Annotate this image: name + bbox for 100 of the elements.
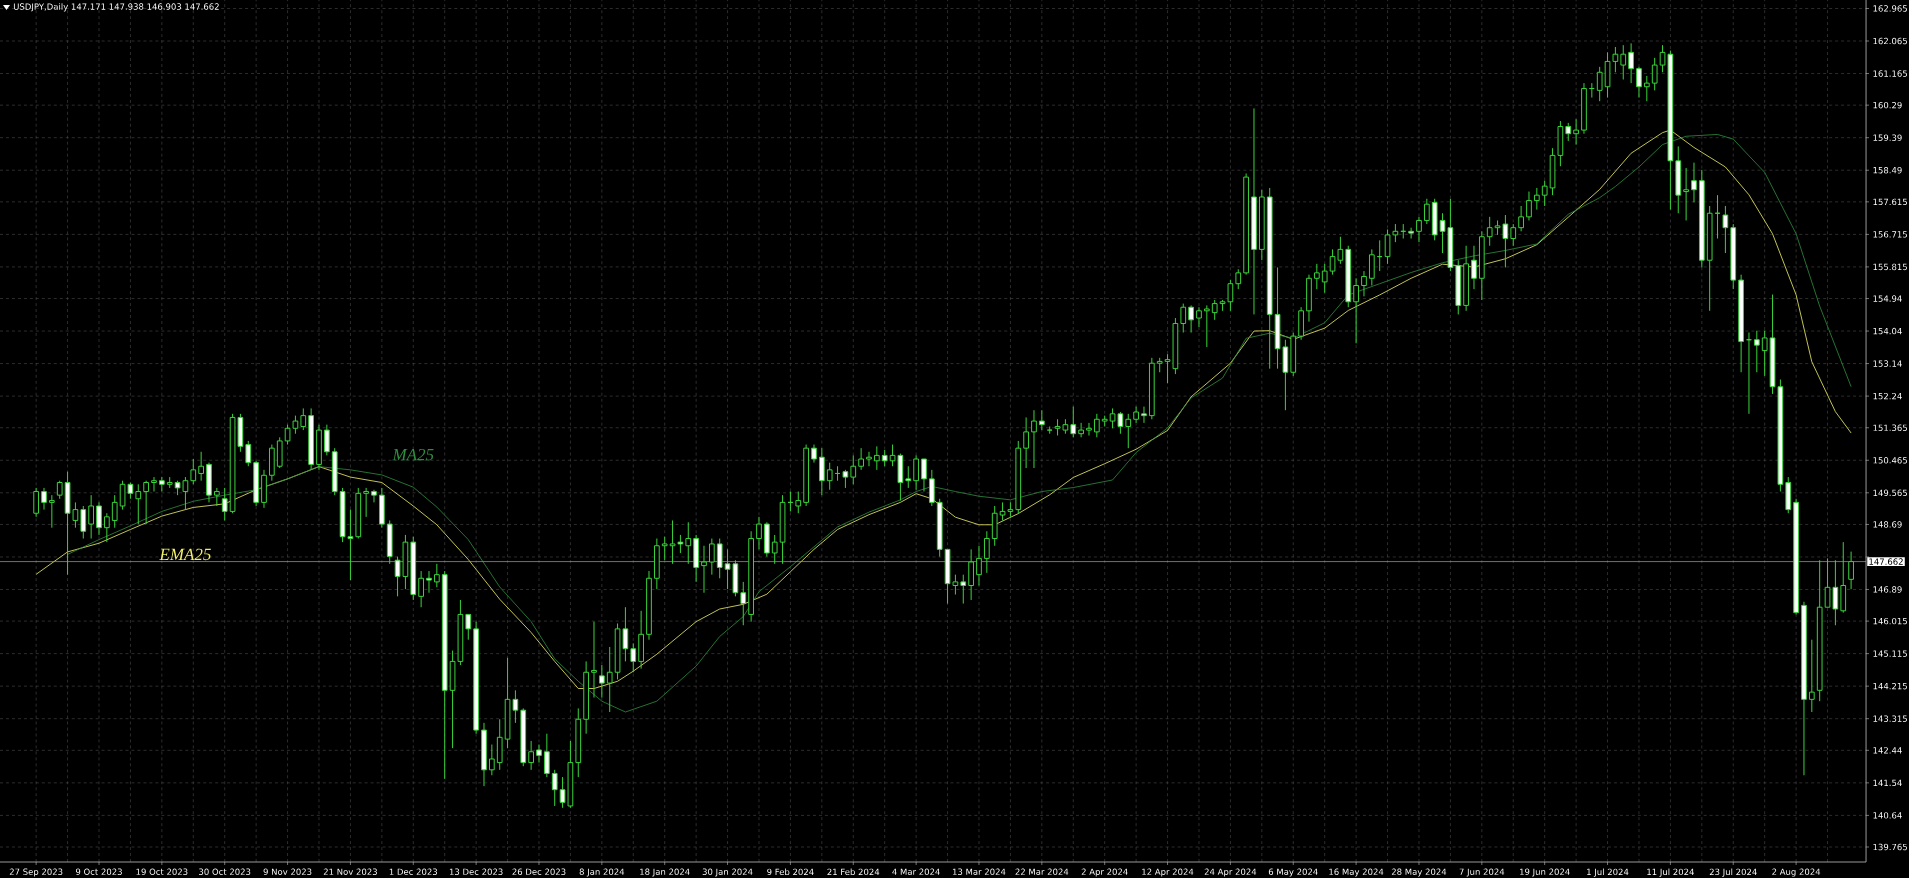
candlestick (756, 516, 762, 550)
candlestick (818, 447, 825, 496)
candlestick (56, 480, 63, 500)
y-tick-label: 144.215 (1873, 682, 1907, 690)
candlestick (771, 534, 778, 565)
candlestick (1141, 406, 1147, 424)
candlestick (701, 545, 707, 594)
x-tick-label: 1 Dec 2023 (389, 868, 438, 875)
x-tick-label: 12 Apr 2024 (1142, 868, 1194, 877)
candlestick (1471, 245, 1477, 290)
y-tick-label: 159.39 (1873, 134, 1902, 141)
y-tick-label: 162.065 (1873, 37, 1907, 45)
candlestick (323, 424, 330, 456)
chart-title: USDJPY,Daily 147.171 147.938 146.903 147.662 (13, 3, 219, 12)
candlestick (190, 458, 197, 485)
candlestick (606, 646, 613, 713)
candlestick (1211, 299, 1218, 321)
candlestick (591, 621, 597, 699)
candlestick (1628, 42, 1634, 84)
y-tick-label: 158.49 (1873, 167, 1902, 174)
candlestick (1761, 330, 1768, 377)
candlestick (1031, 409, 1037, 469)
x-tick-label: 16 May 2024 (1329, 868, 1384, 877)
candlestick (1533, 187, 1540, 211)
candlestick (1125, 413, 1132, 449)
candlestick (1486, 216, 1493, 247)
y-tick-label: 143.315 (1873, 715, 1907, 722)
ref-line-label: 147.662 (1869, 558, 1903, 565)
candlestick (716, 538, 723, 579)
series-label: MA25 (392, 448, 434, 461)
x-tick-label: 28 May 2024 (1391, 868, 1447, 877)
candlestick (1643, 75, 1650, 102)
y-tick-label: 152.24 (1873, 392, 1902, 400)
x-tick-label: 27 Sep 2023 (9, 868, 63, 877)
candlestick (1196, 306, 1202, 328)
candlestick (983, 530, 990, 574)
x-tick-label: 21 Nov 2023 (323, 868, 377, 875)
candlestick (826, 462, 833, 491)
x-tick-label: 19 Jun 2024 (1520, 868, 1570, 877)
y-tick-label: 145.115 (1873, 650, 1907, 657)
y-tick-label: 146.015 (1873, 617, 1907, 625)
x-tick-label: 4 Mar 2024 (892, 868, 940, 875)
candlestick (1722, 205, 1729, 254)
x-tick-label: 30 Jan 2024 (702, 868, 753, 877)
candlestick (143, 480, 149, 525)
x-tick-label: 19 Oct 2023 (136, 868, 188, 875)
candlestick (1038, 409, 1045, 431)
candlestick (905, 465, 912, 489)
y-tick-label: 149.565 (1873, 489, 1907, 497)
candlestick (1526, 191, 1532, 221)
y-tick-label: 148.69 (1873, 521, 1902, 528)
candlestick (88, 494, 94, 540)
x-tick-label: 9 Oct 2023 (75, 868, 122, 875)
candlestick (465, 613, 472, 641)
y-tick-label: 151.365 (1873, 424, 1907, 431)
y-tick-label: 157.615 (1873, 198, 1907, 206)
x-tick-label: 24 Apr 2024 (1204, 868, 1257, 877)
candlestick (1353, 277, 1359, 344)
candlestick (630, 642, 637, 673)
candlestick (842, 469, 849, 489)
y-tick-label: 142.44 (1873, 747, 1902, 754)
candlestick (1093, 413, 1100, 438)
candlestick (928, 469, 935, 507)
x-tick-label: 21 Feb 2024 (827, 868, 880, 876)
candlestick (1636, 66, 1642, 99)
series-label: EMA25 (159, 548, 211, 561)
x-tick-label: 8 Jan 2024 (579, 868, 625, 877)
candlestick (685, 521, 692, 565)
candlestick (1361, 270, 1367, 297)
candlestick (968, 548, 974, 601)
y-tick-label: 153.14 (1873, 360, 1902, 367)
candlestick (1753, 330, 1760, 373)
candlestick (1023, 416, 1029, 469)
candlestick (363, 487, 369, 518)
y-tick-label: 150.465 (1873, 457, 1907, 464)
candlestick (433, 563, 440, 588)
x-tick-label: 18 Jan 2024 (640, 868, 690, 877)
x-tick-label: 11 Jul 2024 (1647, 868, 1694, 877)
candlestick (1188, 304, 1194, 333)
x-tick-label: 23 Jul 2024 (1709, 868, 1757, 877)
candlestick (1203, 304, 1210, 348)
candlestick (159, 476, 165, 493)
y-tick-label: 154.04 (1873, 327, 1902, 335)
candlestick (104, 512, 110, 543)
candlestick (1808, 639, 1815, 713)
candlestick (976, 545, 982, 587)
x-tick-label: 2 Apr 2024 (1081, 868, 1128, 877)
candlestick (1510, 223, 1517, 247)
candlestick (1691, 162, 1697, 203)
candlestick (49, 494, 55, 529)
candlestick (1573, 118, 1579, 146)
candlestick (873, 445, 880, 471)
candlestick (426, 570, 432, 594)
y-tick-label: 141.54 (1873, 779, 1902, 787)
candlestick (1408, 227, 1414, 240)
candlestick (418, 570, 424, 608)
candlestick (1651, 57, 1658, 91)
candlestick (151, 476, 157, 493)
x-tick-label: 13 Dec 2023 (449, 868, 503, 875)
x-tick-label: 9 Feb 2024 (767, 868, 814, 876)
